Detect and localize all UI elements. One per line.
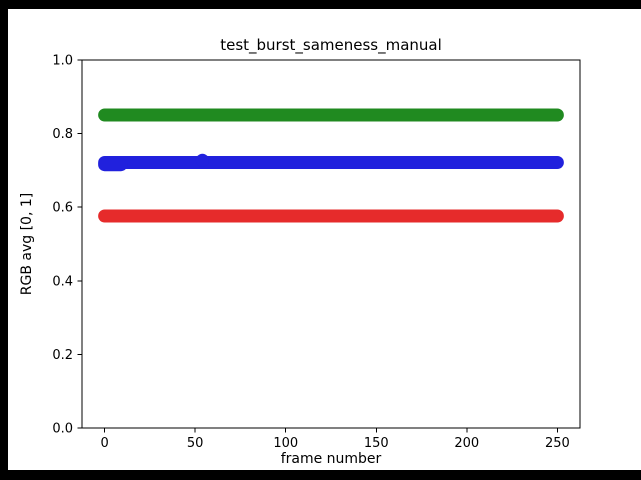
figure-background <box>8 9 641 470</box>
y-tick-label: 1.0 <box>52 54 73 69</box>
x-tick-label: 0 <box>100 436 108 451</box>
plot-area: 0 50 100 150 200 250 0.0 0.2 0.4 0.6 0.8 1.0 <box>52 54 581 451</box>
x-tick-label: 100 <box>273 436 298 451</box>
y-tick-label: 0.6 <box>52 201 73 216</box>
y-tick-label: 0.0 <box>52 422 73 437</box>
x-axis-label: frame number <box>281 451 382 467</box>
y-tick-label: 0.8 <box>52 127 73 142</box>
series-outlier-blue-channel <box>195 153 209 167</box>
x-tick-label: 50 <box>187 436 204 451</box>
x-tick-label: 200 <box>454 436 479 451</box>
y-tick-label: 0.2 <box>52 348 73 363</box>
chart-title: test_burst_sameness_manual <box>220 36 442 55</box>
y-tick-label: 0.4 <box>52 274 73 289</box>
x-tick-label: 150 <box>364 436 389 451</box>
axes-spines <box>81 59 581 429</box>
x-tick-label: 250 <box>545 436 570 451</box>
y-axis-label: RGB avg [0, 1] <box>19 193 35 295</box>
